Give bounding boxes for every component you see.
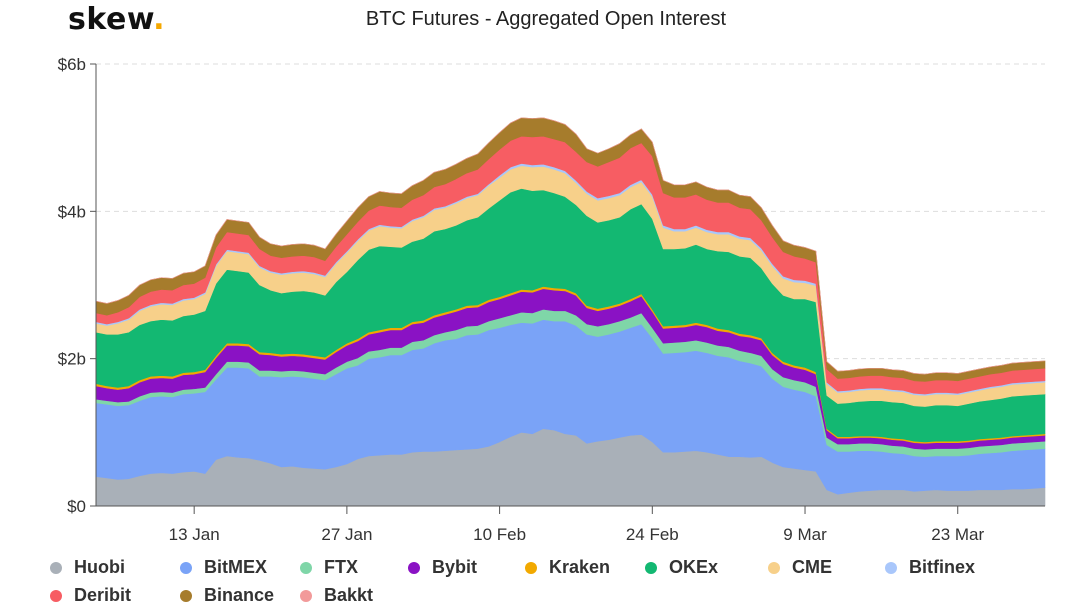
x-tick-label: 13 Jan xyxy=(169,525,220,544)
legend-label: Kraken xyxy=(549,557,611,577)
chart-title: BTC Futures - Aggregated Open Interest xyxy=(365,8,727,30)
legend-swatch xyxy=(885,562,897,574)
x-tick-label: 10 Feb xyxy=(473,525,526,544)
x-tick-label: 27 Jan xyxy=(321,525,372,544)
legend-item-bybit[interactable]: Bybit xyxy=(408,555,477,579)
legend-item-kraken[interactable]: Kraken xyxy=(525,555,610,579)
x-tick-label: 9 Mar xyxy=(783,525,827,544)
legend-swatch xyxy=(50,590,62,602)
y-tick-label: $0 xyxy=(67,497,86,516)
skew-logo: skew. xyxy=(68,2,165,37)
legend-swatch xyxy=(525,562,537,574)
logo-dot: . xyxy=(153,2,166,37)
legend-label: Deribit xyxy=(74,585,132,605)
legend-swatch xyxy=(300,562,312,574)
legend-item-huobi[interactable]: Huobi xyxy=(50,555,125,579)
x-tick-label: 23 Mar xyxy=(931,525,984,544)
legend-label: Huobi xyxy=(74,557,125,577)
legend-swatch xyxy=(180,590,192,602)
legend-swatch xyxy=(180,562,192,574)
y-tick-label: $2b xyxy=(58,350,86,369)
legend-swatch xyxy=(50,562,62,574)
legend-label: Bitfinex xyxy=(909,557,976,577)
legend-swatch xyxy=(645,562,657,574)
legend-label: BitMEX xyxy=(204,557,267,577)
axis-layer: $0 $2b $4b $6b 13 Jan 27 Jan 10 Feb 24 Feb 9 Mar… xyxy=(58,55,1045,544)
area-layer xyxy=(95,117,1046,507)
legend-swatch xyxy=(768,562,780,574)
legend-label: Binance xyxy=(204,585,275,605)
legend-label: CME xyxy=(792,557,832,577)
legend-swatch xyxy=(300,590,312,602)
legend-label: Bakkt xyxy=(324,585,374,605)
legend-swatch xyxy=(408,562,420,574)
logo-text: skew xyxy=(68,2,154,37)
legend-label: OKEx xyxy=(669,557,719,577)
legend-label: Bybit xyxy=(432,557,477,577)
legend-label: FTX xyxy=(324,557,358,577)
legend-item-cme[interactable]: CME xyxy=(768,555,832,579)
legend-item-bitmex[interactable]: BitMEX xyxy=(180,555,267,579)
legend-item-binance[interactable]: Binance xyxy=(180,583,274,607)
x-tick-label: 24 Feb xyxy=(626,525,679,544)
legend-item-bakkt[interactable]: Bakkt xyxy=(300,583,373,607)
legend-item-ftx[interactable]: FTX xyxy=(300,555,358,579)
legend-item-bitfinex[interactable]: Bitfinex xyxy=(885,555,975,579)
y-tick-label: $4b xyxy=(58,202,86,221)
y-tick-label: $6b xyxy=(58,55,86,74)
legend-item-okex[interactable]: OKEx xyxy=(645,555,718,579)
area-series-bakkt[interactable] xyxy=(95,117,1046,375)
legend-item-deribit[interactable]: Deribit xyxy=(50,583,131,607)
